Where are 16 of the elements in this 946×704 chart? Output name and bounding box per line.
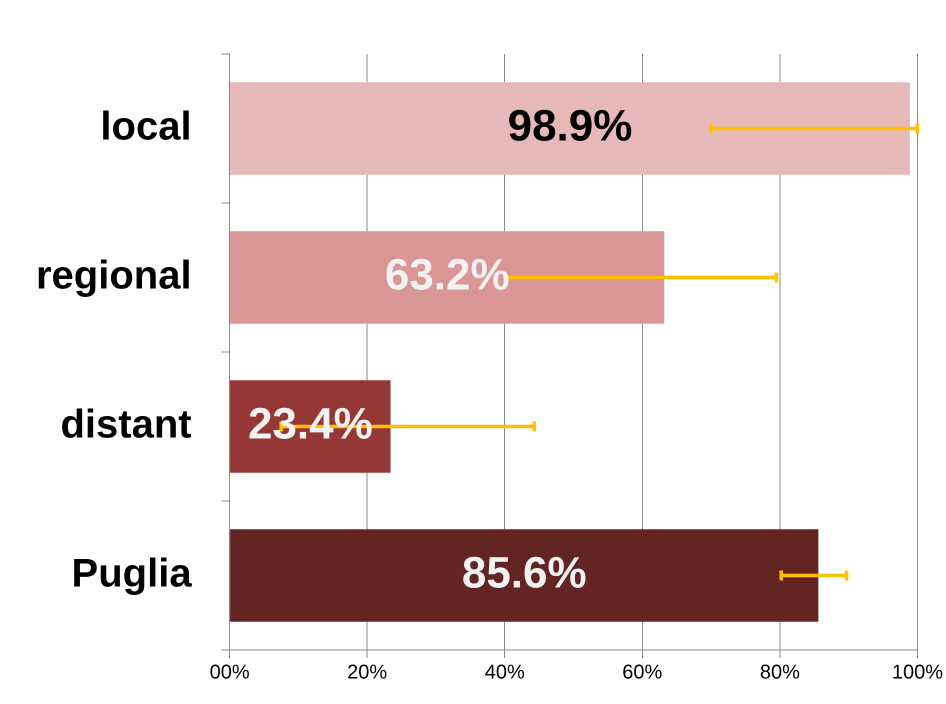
bar <box>230 231 664 324</box>
x-tick-label: 100% <box>892 662 944 684</box>
data-label: 98.9% <box>508 102 632 151</box>
x-tick-label: 20% <box>347 662 388 684</box>
x-tick-label: 60% <box>622 662 663 684</box>
y-tick-label: local <box>100 104 192 149</box>
y-tick-label: Puglia <box>72 552 192 596</box>
x-tick-label: 40% <box>484 662 525 684</box>
bar <box>230 82 910 175</box>
bar <box>230 529 818 622</box>
y-tick-label: regional <box>36 254 192 298</box>
data-label: 85.6% <box>462 548 587 598</box>
y-tick-label: distant <box>60 402 192 447</box>
data-label: 63.2% <box>384 250 510 300</box>
x-tick-label: 80% <box>760 662 800 684</box>
x-tick-label: 00% <box>210 662 250 684</box>
